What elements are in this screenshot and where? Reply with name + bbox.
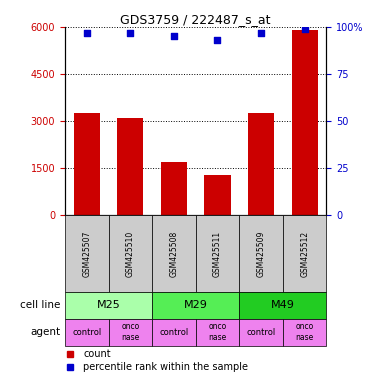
Text: cell line: cell line: [20, 300, 60, 310]
Text: GSM425509: GSM425509: [257, 230, 266, 276]
Text: GSM425512: GSM425512: [300, 230, 309, 276]
Point: [84, 30, 90, 36]
Bar: [152, 292, 239, 319]
Text: onco
nase: onco nase: [209, 323, 227, 342]
Point: [171, 33, 177, 40]
Text: GSM425507: GSM425507: [82, 230, 91, 276]
Text: GSM425511: GSM425511: [213, 230, 222, 276]
Point: [258, 30, 264, 36]
Text: M25: M25: [96, 300, 121, 310]
Bar: [283, 215, 326, 292]
Point: [302, 26, 308, 32]
Bar: [292, 30, 318, 215]
Text: control: control: [72, 328, 101, 337]
Bar: [152, 319, 196, 346]
Bar: [196, 319, 239, 346]
Text: control: control: [159, 328, 188, 337]
Point: [127, 30, 133, 36]
Bar: [109, 319, 152, 346]
Bar: [65, 319, 109, 346]
Text: control: control: [246, 328, 276, 337]
Text: onco
nase: onco nase: [296, 323, 314, 342]
Text: GSM425508: GSM425508: [170, 230, 178, 276]
Bar: [248, 113, 274, 215]
Text: M29: M29: [184, 300, 208, 310]
Bar: [196, 215, 239, 292]
Bar: [152, 215, 196, 292]
Bar: [65, 215, 109, 292]
Text: percentile rank within the sample: percentile rank within the sample: [83, 362, 248, 372]
Text: onco
nase: onco nase: [121, 323, 139, 342]
Text: agent: agent: [30, 327, 60, 337]
Bar: [239, 215, 283, 292]
Text: M49: M49: [271, 300, 295, 310]
Bar: [283, 319, 326, 346]
Bar: [73, 113, 100, 215]
Bar: [239, 292, 326, 319]
Text: GSM425510: GSM425510: [126, 230, 135, 276]
Point: [214, 37, 220, 43]
Bar: [204, 175, 231, 215]
Title: GDS3759 / 222487_s_at: GDS3759 / 222487_s_at: [121, 13, 271, 26]
Bar: [161, 162, 187, 215]
Bar: [109, 215, 152, 292]
Text: count: count: [83, 349, 111, 359]
Bar: [117, 118, 143, 215]
Bar: [239, 319, 283, 346]
Bar: [65, 292, 152, 319]
